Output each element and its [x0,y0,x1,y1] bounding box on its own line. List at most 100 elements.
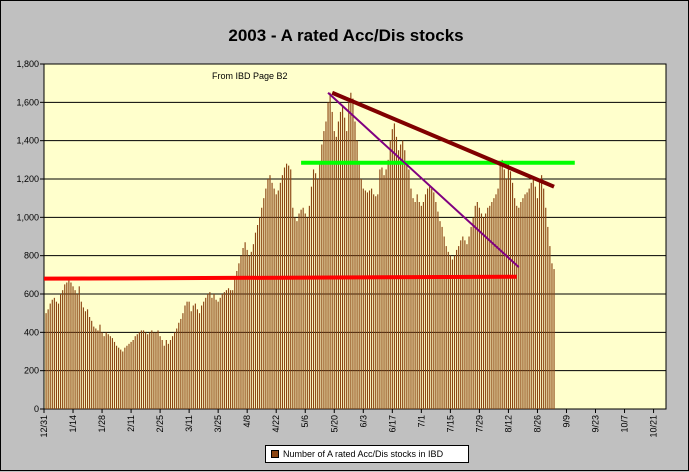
bar [76,294,78,409]
bar [159,336,161,409]
x-tick-label: 10/21 [649,415,659,438]
bar [47,309,49,409]
bar [93,326,95,409]
bar [304,213,306,409]
bar [315,173,317,409]
bar [190,311,192,409]
x-tick-label: 1/28 [97,415,107,433]
bar [358,163,360,409]
bar [516,205,518,409]
bar [375,196,377,409]
x-tick-label: 7/29 [474,415,484,433]
bar [147,334,149,409]
bar [422,202,424,409]
bar [306,217,308,409]
bar [362,188,364,409]
bar [445,246,447,409]
bar [66,282,68,409]
bar [55,301,58,409]
bar [254,232,257,409]
bar [431,188,433,409]
bar [547,226,549,409]
bar [45,313,47,409]
bar [485,213,487,409]
x-tick-label: 12/31 [39,415,49,438]
bar [383,175,385,409]
bar [118,347,120,409]
bar [335,136,337,410]
bar [551,263,553,409]
x-tick-label: 5/6 [300,415,310,428]
bar [95,328,97,409]
x-tick-label: 2/11 [126,415,136,432]
bar [412,198,414,409]
bar [128,343,130,409]
bar [242,248,244,409]
x-tick-label: 6/3 [358,415,368,428]
x-tick-label: 5/20 [329,415,339,433]
bar [250,251,252,409]
bar [379,169,381,409]
bar [292,207,294,409]
bar [290,169,292,409]
bar [331,111,333,410]
bar [142,330,145,409]
bar [414,202,416,409]
bar [534,186,536,409]
bar [491,202,493,409]
bar [456,249,458,409]
bar [182,313,184,409]
bar [288,165,290,409]
bar [49,303,51,409]
bar [62,290,64,409]
bar [482,217,485,409]
bar [530,182,532,409]
bar [259,217,261,409]
bar [180,318,182,409]
x-axis: 12/31 1/14 1/28 2/11 2/25 3/11 3/25 4/8 4/22 5/6 5… [39,409,659,438]
bar [178,322,180,409]
y-axis: 0 200 400 600 800 1,000 1,200 1,400 1,600 1,800 [16,59,44,414]
bar [447,251,449,409]
bar [157,330,159,409]
bar [101,332,103,409]
bar [196,309,198,409]
bar-series [45,92,555,410]
legend: Number of A rated Acc/Dis stocks in IBD [265,445,469,463]
bar [451,259,454,409]
x-tick-label: 4/8 [242,415,252,428]
bar [526,192,528,409]
bar [221,294,223,409]
bar [217,301,219,409]
bar [470,226,472,409]
bar [319,163,321,409]
bar [248,255,250,409]
bar [151,330,153,409]
bar [252,244,254,409]
x-tick-label: 8/26 [532,415,542,433]
bar [70,282,72,409]
bar [105,332,107,409]
bar [541,175,543,409]
y-tick-label: 0 [34,404,39,414]
x-tick-label: 8/12 [503,415,513,433]
bar [418,202,420,409]
bar [209,292,211,409]
bar [215,299,217,409]
bar [238,263,240,409]
bar [256,225,259,409]
x-tick-label: 9/9 [561,415,571,428]
bar [124,347,126,409]
bar [113,341,116,409]
bar [84,311,87,409]
bar [122,351,124,409]
bar [462,236,464,409]
legend-label: Number of A rated Acc/Dis stocks in IBD [283,449,444,459]
bar [74,290,76,409]
bar [57,303,60,409]
bar [99,324,101,409]
bar [89,317,91,409]
bar [507,163,509,409]
y-tick-label: 200 [24,366,39,376]
